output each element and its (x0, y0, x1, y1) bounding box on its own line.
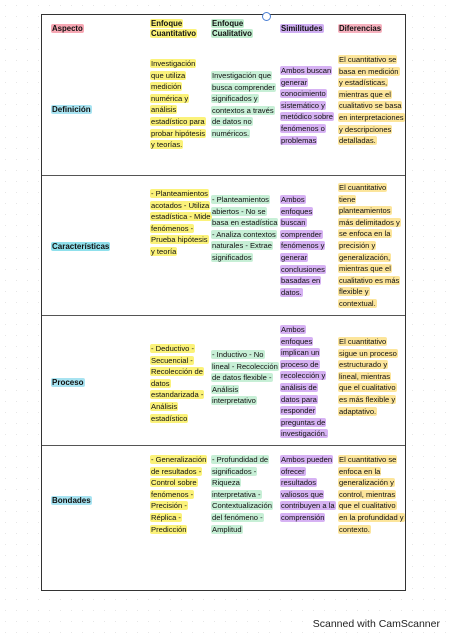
cualitativo-text: Investigación que busca comprender signi… (211, 71, 276, 138)
cuantitativo-text: - Planteamientos acotados - Utiliza esta… (150, 189, 212, 256)
similitudes-cell: Ambos enfoques implican un proceso de re… (280, 324, 337, 440)
cualitativo-cell: - Planteamientos abiertos - No se basa e… (211, 194, 279, 264)
similitudes-text: Ambos enfoques implican un proceso de re… (280, 325, 329, 439)
diferencias-cell: El cuantitativo se enfoca en la generali… (338, 454, 405, 535)
header-diferencias: Diferencias (338, 24, 404, 34)
scanner-footer: Scanned with CamScanner (312, 618, 440, 630)
header-cualitativo-label: Enfoque Cualitativo (211, 19, 253, 38)
cuantitativo-text: - Generalización de resultados - Control… (150, 455, 208, 534)
aspect-cell: Características (51, 241, 146, 253)
similitudes-cell: Ambos buscan generar conocimiento sistem… (280, 65, 336, 146)
header-cuantitativo-label: Enfoque Cuantitativo (150, 19, 198, 38)
header-similitudes-label: Similitudes (280, 24, 324, 33)
table-row-proceso: Proceso - Deductivo - Secuencial - Recol… (42, 315, 405, 445)
cuantitativo-text: Investigación que utiliza medición numér… (150, 59, 207, 150)
aspect-cell: Definición (51, 104, 141, 116)
similitudes-cell: Ambos pueden ofrecer resultados valiosos… (280, 454, 336, 524)
cuantitativo-cell: - Planteamientos acotados - Utiliza esta… (150, 188, 212, 258)
similitudes-cell: Ambos enfoques buscan comprender fenómen… (280, 194, 336, 298)
diferencias-text: El cuantitativo se enfoca en la generali… (338, 455, 405, 534)
table-row-definicion: Aspecto Enfoque Cuantitativo Enfoque Cua… (42, 15, 405, 175)
diferencias-text: El cuantitativo se basa en medición y es… (338, 55, 405, 146)
diferencias-text: El cuantitativo sigue un proceso estruct… (338, 337, 398, 416)
cualitativo-cell: - Profundidad de significados - Riqueza … (211, 454, 278, 535)
similitudes-text: Ambos buscan generar conocimiento sistem… (280, 66, 334, 145)
aspect-label: Proceso (51, 378, 85, 387)
aspect-label: Bondades (51, 496, 92, 505)
cualitativo-text: - Inductivo - No lineal - Recolección de… (211, 350, 279, 406)
table-row-bondades: Bondades - Generalización de resultados … (42, 445, 405, 592)
cualitativo-cell: Investigación que busca comprender signi… (211, 70, 278, 140)
aspect-cell: Bondades (51, 495, 141, 507)
diferencias-cell: El cuantitativo se basa en medición y es… (338, 54, 405, 147)
header-cualitativo: Enfoque Cualitativo (211, 19, 271, 39)
header-diferencias-label: Diferencias (338, 24, 383, 33)
cuantitativo-cell: - Generalización de resultados - Control… (150, 454, 212, 535)
diferencias-text: El cuantitativo tiene planteamientos más… (338, 183, 401, 308)
comparison-table: Aspecto Enfoque Cuantitativo Enfoque Cua… (41, 12, 406, 592)
header-aspect-label: Aspecto (51, 24, 84, 33)
cuantitativo-cell: - Deductivo - Secuencial - Recolección d… (150, 343, 210, 424)
aspect-cell: Proceso (51, 377, 141, 389)
table-row-caracteristicas: Características - Planteamientos acotado… (42, 175, 405, 315)
diferencias-cell: El cuantitativo sigue un proceso estruct… (338, 336, 404, 417)
circle-mark-icon (262, 12, 271, 21)
similitudes-text: Ambos pueden ofrecer resultados valiosos… (280, 455, 336, 522)
aspect-label: Definición (51, 105, 92, 114)
cualitativo-cell: - Inductivo - No lineal - Recolección de… (211, 349, 279, 407)
cuantitativo-text: - Deductivo - Secuencial - Recolección d… (150, 344, 205, 423)
diferencias-cell: El cuantitativo tiene planteamientos más… (338, 182, 404, 310)
cualitativo-text: - Planteamientos abiertos - No se basa e… (211, 195, 279, 262)
cualitativo-text: - Profundidad de significados - Riqueza … (211, 455, 273, 534)
header-similitudes: Similitudes (280, 24, 340, 34)
header-aspect: Aspecto (51, 24, 121, 34)
cuantitativo-cell: Investigación que utiliza medición numér… (150, 58, 210, 151)
header-cuantitativo: Enfoque Cuantitativo (150, 19, 210, 39)
aspect-label: Características (51, 242, 111, 251)
similitudes-text: Ambos enfoques buscan comprender fenómen… (280, 195, 326, 297)
